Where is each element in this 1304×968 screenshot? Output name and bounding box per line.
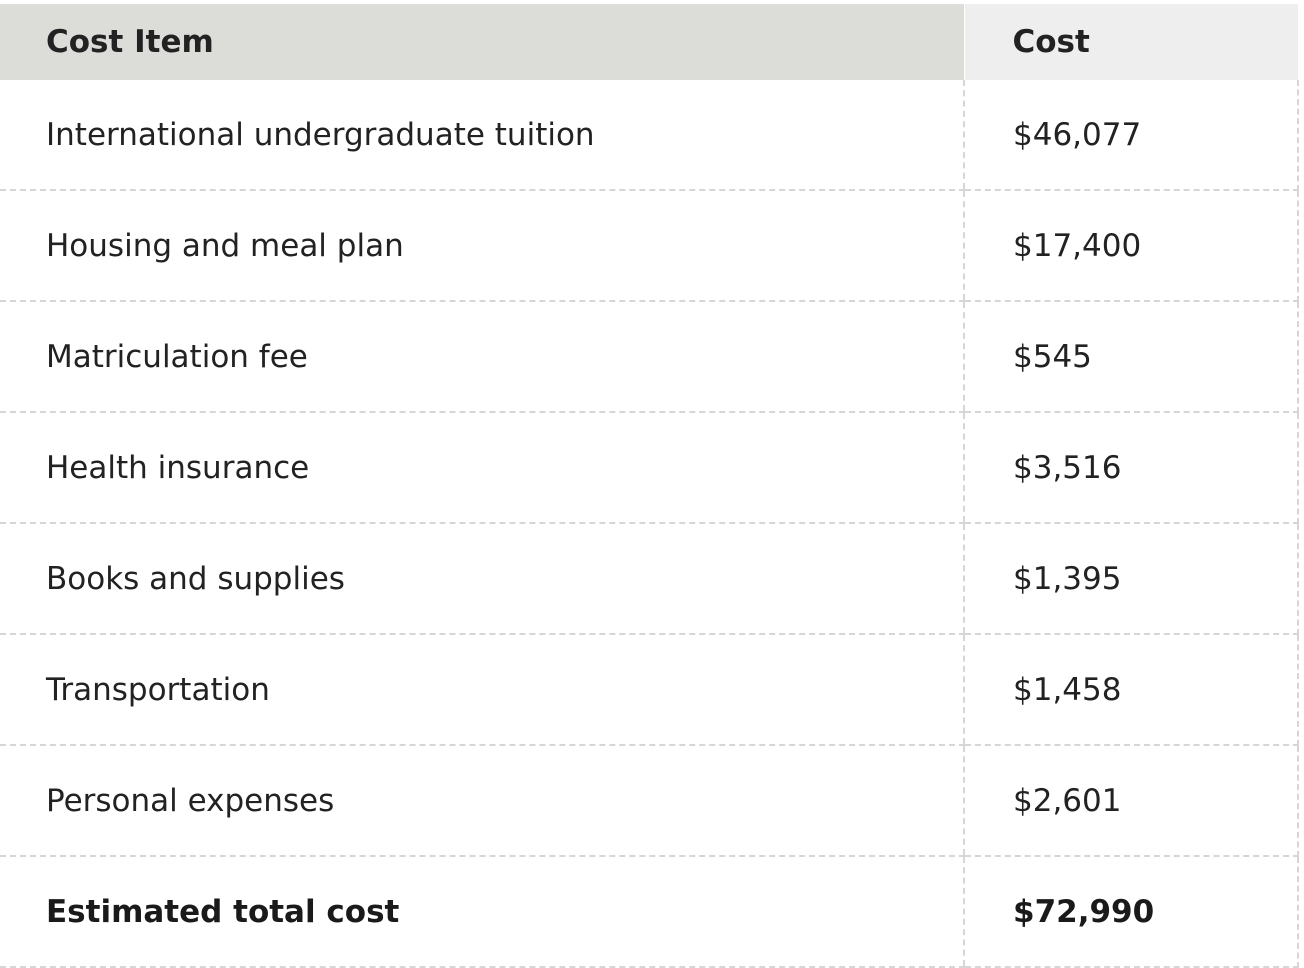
cost-item-cell: Books and supplies bbox=[0, 523, 964, 635]
cost-item-cell: Health insurance bbox=[0, 412, 964, 524]
table-body: International undergraduate tuition $46,… bbox=[0, 80, 1299, 968]
header-row: Cost Item Cost bbox=[0, 4, 1298, 80]
total-value: $72,990 bbox=[963, 856, 1299, 968]
column-header-cost-item: Cost Item bbox=[0, 4, 964, 80]
cost-item-cell: Personal expenses bbox=[0, 745, 964, 857]
cost-item-cell: Transportation bbox=[0, 634, 964, 746]
cost-value-cell: $1,395 bbox=[963, 523, 1299, 635]
table-row: Health insurance $3,516 bbox=[0, 412, 1299, 524]
cost-value-cell: $17,400 bbox=[963, 190, 1299, 302]
table-row: Books and supplies $1,395 bbox=[0, 523, 1299, 635]
table-row: Transportation $1,458 bbox=[0, 634, 1299, 746]
cost-item-cell: International undergraduate tuition bbox=[0, 80, 964, 191]
table-header: Cost Item Cost bbox=[0, 4, 1298, 80]
total-row: Estimated total cost $72,990 bbox=[0, 856, 1299, 968]
cost-value-cell: $46,077 bbox=[963, 80, 1299, 191]
table-row: Matriculation fee $545 bbox=[0, 301, 1299, 413]
cost-table: Cost Item Cost International undergradua… bbox=[0, 4, 1299, 968]
cost-value-cell: $545 bbox=[963, 301, 1299, 413]
cost-value-cell: $2,601 bbox=[963, 745, 1299, 857]
cost-value-cell: $1,458 bbox=[963, 634, 1299, 746]
total-label: Estimated total cost bbox=[0, 856, 964, 968]
column-header-cost: Cost bbox=[963, 4, 1298, 80]
table-row: Personal expenses $2,601 bbox=[0, 745, 1299, 857]
cost-value-cell: $3,516 bbox=[963, 412, 1299, 524]
cost-item-cell: Housing and meal plan bbox=[0, 190, 964, 302]
cost-item-cell: Matriculation fee bbox=[0, 301, 964, 413]
table-row: Housing and meal plan $17,400 bbox=[0, 190, 1299, 302]
table-row: International undergraduate tuition $46,… bbox=[0, 80, 1299, 191]
